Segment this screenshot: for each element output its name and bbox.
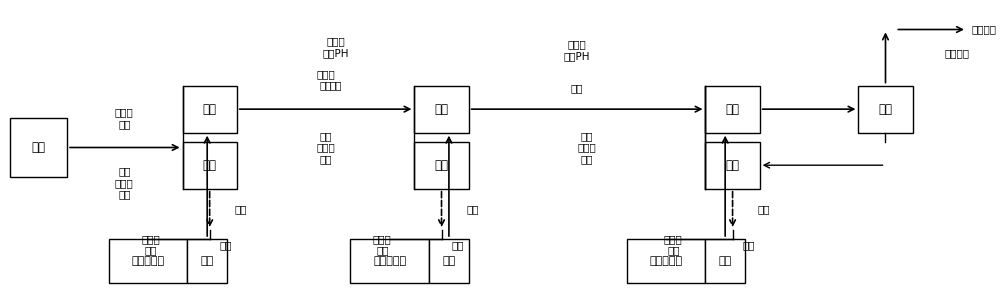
Text: 二级回收物: 二级回收物 (373, 256, 406, 266)
FancyBboxPatch shape (109, 239, 187, 283)
FancyBboxPatch shape (183, 142, 237, 189)
Text: 滤液: 滤液 (442, 256, 456, 266)
Text: 滤渣: 滤渣 (435, 159, 449, 172)
Text: 滤渣: 滤渣 (726, 159, 740, 172)
Text: 滤液: 滤液 (726, 103, 740, 116)
FancyBboxPatch shape (705, 239, 745, 283)
Text: 滤液: 滤液 (201, 256, 214, 266)
Text: 过滤或
离心: 过滤或 离心 (664, 234, 683, 256)
FancyBboxPatch shape (414, 86, 469, 133)
Text: 原水: 原水 (31, 141, 45, 154)
FancyBboxPatch shape (187, 239, 227, 283)
FancyBboxPatch shape (627, 239, 705, 283)
Text: 洗涤: 洗涤 (757, 204, 770, 214)
Text: 酸或碱
调整PH: 酸或碱 调整PH (564, 39, 590, 61)
Text: 滤液: 滤液 (435, 103, 449, 116)
Text: 三级回收物: 三级回收物 (649, 256, 683, 266)
Text: 滤液: 滤液 (878, 103, 892, 116)
Text: 沉淀
过滤或
离心: 沉淀 过滤或 离心 (316, 131, 335, 164)
FancyBboxPatch shape (10, 118, 67, 177)
Text: 搅拌: 搅拌 (329, 81, 342, 91)
Text: 沉淀: 沉淀 (451, 240, 464, 250)
FancyBboxPatch shape (858, 86, 913, 133)
Text: 过滤或
离心: 过滤或 离心 (141, 234, 160, 256)
Text: 回收剂
搅拌: 回收剂 搅拌 (115, 107, 134, 129)
FancyBboxPatch shape (705, 86, 760, 133)
FancyBboxPatch shape (429, 239, 469, 283)
Text: 过滤或
离心: 过滤或 离心 (373, 234, 392, 256)
Text: 沉淀: 沉淀 (742, 240, 755, 250)
Text: 滤液: 滤液 (719, 256, 732, 266)
Text: 回收剂
搅拌: 回收剂 搅拌 (316, 69, 335, 91)
Text: 生化处理: 生化处理 (945, 48, 970, 58)
Text: 沉淀: 沉淀 (220, 240, 232, 250)
Text: 搅拌: 搅拌 (571, 83, 583, 94)
Text: 达标排放: 达标排放 (972, 24, 997, 35)
Text: 滤渣: 滤渣 (203, 159, 217, 172)
Text: 滤液: 滤液 (203, 103, 217, 116)
Text: 沉淀
过滤或
离心: 沉淀 过滤或 离心 (115, 166, 134, 199)
Text: 酸或碱
调整PH: 酸或碱 调整PH (322, 36, 349, 58)
Text: 洗涤: 洗涤 (466, 204, 479, 214)
Text: 一级回收物: 一级回收物 (131, 256, 165, 266)
Text: 沉淀
过滤或
离心: 沉淀 过滤或 离心 (578, 131, 596, 164)
FancyBboxPatch shape (414, 142, 469, 189)
FancyBboxPatch shape (183, 86, 237, 133)
Text: 洗涤: 洗涤 (234, 204, 247, 214)
FancyBboxPatch shape (705, 142, 760, 189)
FancyBboxPatch shape (350, 239, 429, 283)
